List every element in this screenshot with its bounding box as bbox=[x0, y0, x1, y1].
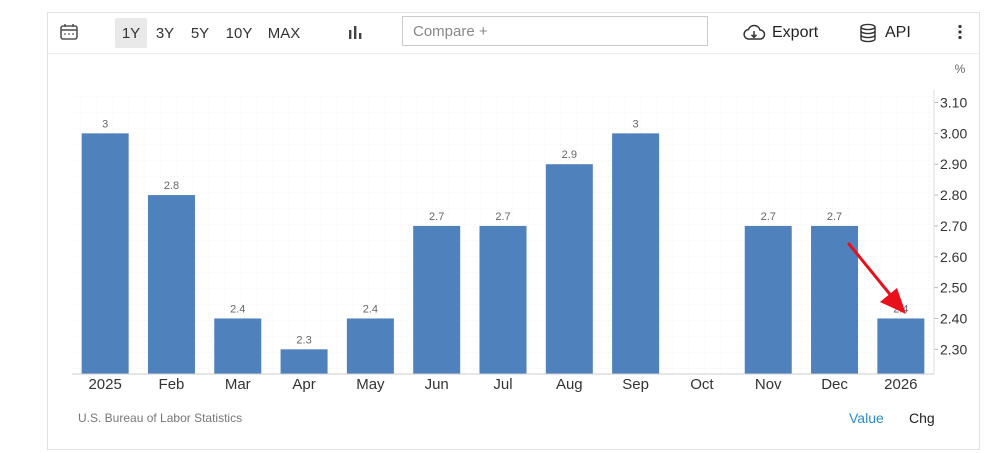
x-tick-2026: 2026 bbox=[884, 376, 917, 393]
x-tick-nov: Nov bbox=[755, 376, 782, 393]
annotation-arrow bbox=[847, 242, 906, 314]
data-label-apr: 2.3 bbox=[296, 334, 311, 346]
y-tick-label: 2.30 bbox=[940, 341, 967, 357]
data-label-jun: 2.7 bbox=[429, 211, 444, 223]
x-tick-jun: Jun bbox=[425, 376, 449, 393]
x-tick-jul: Jul bbox=[493, 376, 512, 393]
range-1y-button[interactable]: 1Y bbox=[115, 18, 147, 48]
bar-feb[interactable] bbox=[147, 195, 195, 374]
x-tick-oct: Oct bbox=[690, 376, 714, 393]
api-button[interactable]: API bbox=[859, 18, 915, 48]
x-tick-feb: Feb bbox=[159, 376, 185, 393]
y-tick-label: 3.00 bbox=[940, 125, 967, 141]
y-tick-label: 2.40 bbox=[940, 310, 967, 326]
export-label: Export bbox=[772, 24, 819, 41]
data-label-sep: 3 bbox=[633, 118, 639, 130]
x-tick-may: May bbox=[356, 376, 385, 393]
range-5y-button[interactable]: 5Y bbox=[190, 24, 210, 42]
bar-jul[interactable] bbox=[479, 225, 527, 374]
bar-sep[interactable] bbox=[612, 133, 660, 374]
y-tick-label: 3.10 bbox=[940, 95, 967, 111]
bar-2025[interactable] bbox=[81, 133, 129, 374]
x-tick-aug: Aug bbox=[556, 376, 583, 393]
data-label-2025: 3 bbox=[102, 118, 108, 130]
bar-dec[interactable] bbox=[811, 225, 859, 374]
bar-2026[interactable] bbox=[877, 318, 925, 374]
cloud-download-icon bbox=[742, 24, 766, 42]
bar-nov[interactable] bbox=[744, 225, 792, 374]
chart-frame bbox=[47, 12, 980, 450]
export-button[interactable]: Export bbox=[742, 18, 822, 48]
range-max-button[interactable]: MAX bbox=[267, 24, 301, 42]
bar-aug[interactable] bbox=[545, 164, 593, 374]
chart-toolbar: 1Y 3Y 5Y 10Y MAX Compare + Export bbox=[48, 13, 979, 54]
x-tick-2025: 2025 bbox=[88, 376, 121, 393]
data-label-jul: 2.7 bbox=[495, 211, 510, 223]
compare-input[interactable]: Compare + bbox=[402, 16, 708, 46]
bar-jun[interactable] bbox=[413, 225, 461, 374]
x-tick-mar: Mar bbox=[225, 376, 251, 393]
data-label-nov: 2.7 bbox=[761, 211, 776, 223]
source-credit: U.S. Bureau of Labor Statistics bbox=[78, 411, 243, 425]
range-10y-button[interactable]: 10Y bbox=[225, 24, 253, 42]
unit-label: % bbox=[955, 62, 966, 76]
more-vertical-icon[interactable] bbox=[950, 22, 970, 42]
bar-may[interactable] bbox=[346, 318, 394, 374]
data-label-mar: 2.4 bbox=[230, 303, 245, 315]
x-tick-sep: Sep bbox=[622, 376, 649, 393]
x-tick-apr: Apr bbox=[292, 376, 315, 393]
bar-chart-icon[interactable] bbox=[345, 22, 365, 42]
calendar-icon[interactable] bbox=[58, 21, 80, 43]
data-label-dec: 2.7 bbox=[827, 211, 842, 223]
y-tick-label: 2.60 bbox=[940, 249, 967, 265]
y-tick-label: 2.80 bbox=[940, 187, 967, 203]
data-label-aug: 2.9 bbox=[562, 149, 577, 161]
data-label-may: 2.4 bbox=[363, 303, 378, 315]
api-label: API bbox=[885, 24, 911, 41]
data-label-feb: 2.8 bbox=[164, 180, 179, 192]
bar-mar[interactable] bbox=[214, 318, 262, 374]
database-icon bbox=[859, 23, 877, 43]
y-tick-label: 2.50 bbox=[940, 280, 967, 296]
chg-toggle[interactable]: Chg bbox=[909, 410, 935, 426]
y-tick-label: 2.90 bbox=[940, 156, 967, 172]
value-toggle[interactable]: Value bbox=[849, 410, 884, 426]
bar-apr[interactable] bbox=[280, 349, 328, 374]
y-tick-label: 2.70 bbox=[940, 218, 967, 234]
x-tick-dec: Dec bbox=[821, 376, 848, 393]
range-3y-button[interactable]: 3Y bbox=[155, 24, 175, 42]
